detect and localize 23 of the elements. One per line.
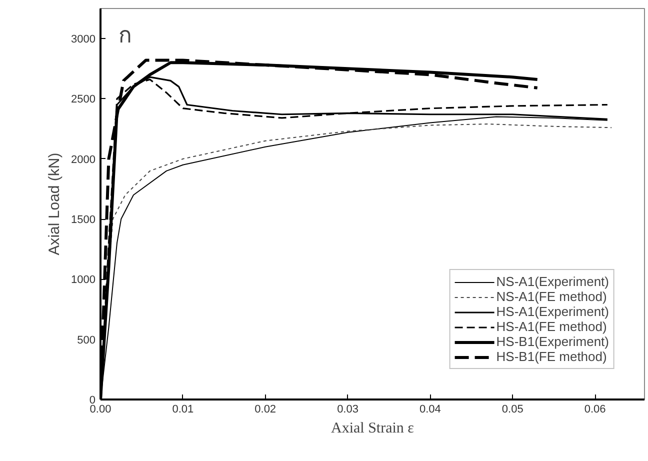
y-tick-label: 2500	[71, 94, 96, 106]
legend-label: NS-A1(FE method)	[496, 289, 607, 304]
x-axis-title: Axial Strain ε	[331, 420, 414, 436]
y-tick-label: 1000	[71, 274, 96, 286]
y-tick-label: 2000	[71, 154, 96, 166]
legend-label: HS-A1(FE method)	[496, 319, 607, 334]
x-tick-label: 0.03	[337, 404, 358, 416]
x-tick-label: 0.00	[90, 404, 112, 416]
x-tick-label: 0.05	[502, 404, 524, 416]
annotation: ก	[118, 24, 132, 48]
legend-label: HS-B1(FE method)	[496, 349, 607, 364]
y-tick-label: 3000	[71, 34, 96, 46]
x-tick-label: 0.02	[254, 404, 276, 416]
x-tick-label: 0.01	[172, 404, 194, 416]
x-tick-label: 0.06	[584, 404, 606, 416]
y-tick-label: 500	[77, 334, 96, 346]
y-tick-label: 0	[89, 394, 96, 406]
y-axis-title: Axial Load (kN)	[46, 152, 64, 256]
y-tick-label: 1500	[71, 214, 96, 226]
x-tick-label: 0.04	[419, 404, 441, 416]
legend-label: HS-A1(Experiment)	[496, 304, 609, 319]
legend-label: NS-A1(Experiment)	[496, 274, 609, 289]
legend-label: HS-B1(Experiment)	[496, 334, 609, 349]
